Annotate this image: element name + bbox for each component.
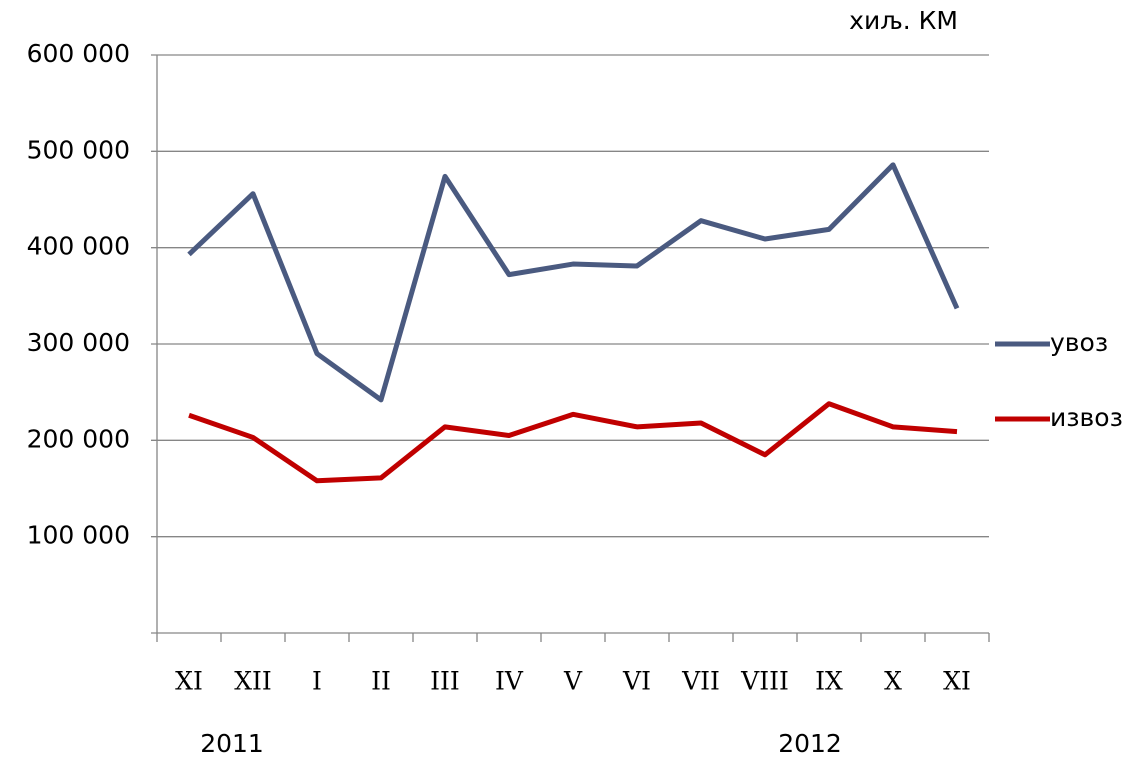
legend-label: увоз <box>1050 328 1108 357</box>
unit-label: хиљ. КМ <box>849 6 958 35</box>
year-label: 2011 <box>200 729 264 758</box>
legend-label: извоз <box>1050 403 1123 432</box>
y-tick-label: 300 000 <box>27 328 130 357</box>
x-tick-label: III <box>430 667 460 696</box>
year-label: 2012 <box>778 729 842 758</box>
x-tick-label: VI <box>622 667 651 696</box>
x-tick-label: VIII <box>740 667 789 696</box>
x-tick-label: IX <box>815 667 843 696</box>
x-tick-label: V <box>563 667 583 696</box>
x-tick-label: IV <box>495 667 524 696</box>
y-tick-label: 200 000 <box>27 424 130 453</box>
y-tick-label: 100 000 <box>27 521 130 550</box>
x-tick-label: XI <box>943 667 971 696</box>
x-tick-label: II <box>371 667 391 696</box>
x-tick-label: X <box>884 667 902 696</box>
x-tick-label: VII <box>681 667 720 696</box>
x-tick-label: XI <box>175 667 203 696</box>
y-tick-label: 500 000 <box>27 135 130 164</box>
series-line <box>187 162 960 403</box>
y-tick-label: 400 000 <box>27 232 130 261</box>
series-line <box>188 401 958 484</box>
x-tick-label: XII <box>234 667 272 696</box>
x-tick-label: I <box>312 667 322 696</box>
y-tick-label: 600 000 <box>27 39 130 68</box>
